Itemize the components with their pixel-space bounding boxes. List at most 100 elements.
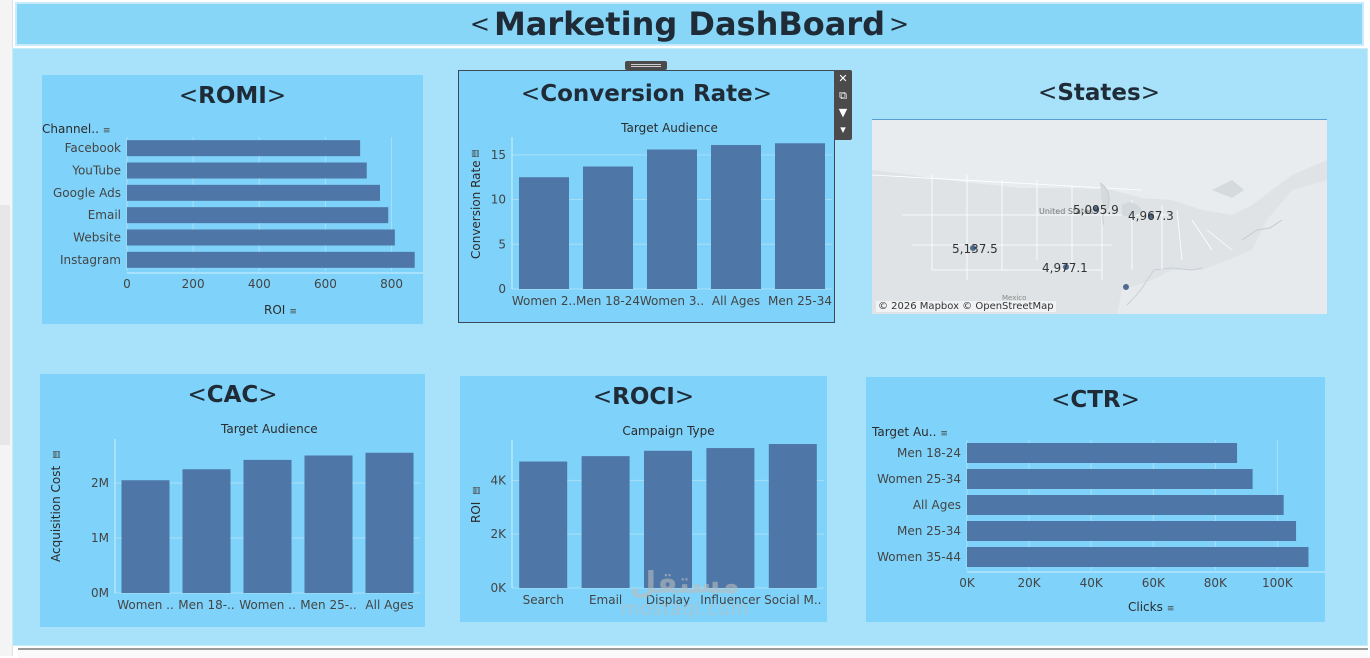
x-tick-label: 20K	[1018, 576, 1042, 590]
filter-icon[interactable]: ▼	[838, 106, 848, 119]
cac-panel[interactable]: <CAC> Target Audience Acquisition Cost ▥…	[40, 374, 425, 627]
conversion-panel[interactable]: <Conversion Rate> Target Audience Conver…	[458, 70, 835, 323]
move-handle[interactable]	[625, 61, 667, 70]
bar[interactable]	[127, 140, 361, 157]
category-label: Website	[73, 231, 121, 245]
category-label: Google Ads	[53, 186, 121, 200]
bar[interactable]	[365, 452, 414, 593]
watermark-logo: مستقل mostaql.com	[620, 566, 750, 621]
category-label: Display	[646, 593, 690, 607]
map-credit[interactable]: © 2026 Mapbox © OpenStreetMap	[876, 301, 1056, 312]
map-point-5[interactable]	[1123, 284, 1129, 290]
bar[interactable]	[644, 450, 692, 588]
roci-chart: 0K 2K 4K Search Email Display Influencer Social…	[490, 440, 824, 607]
map-point-2[interactable]	[1093, 206, 1099, 212]
bar[interactable]	[127, 229, 395, 246]
bar[interactable]	[967, 443, 1238, 463]
x-tick-label: 80K	[1204, 576, 1228, 590]
bar[interactable]	[127, 162, 367, 179]
bar[interactable]	[583, 166, 633, 289]
category-label: Facebook	[65, 141, 121, 155]
bar[interactable]	[243, 459, 292, 593]
y-tick-label: 0	[498, 282, 506, 296]
map-point-3[interactable]	[1148, 213, 1154, 219]
bar[interactable]	[581, 456, 630, 588]
sort-icon[interactable]: ≡	[940, 429, 948, 439]
bar[interactable]	[711, 145, 761, 289]
bar[interactable]	[127, 251, 415, 268]
close-icon[interactable]: ✕	[838, 72, 848, 85]
ctr-row-header[interactable]: Target Au.. ≡	[872, 425, 948, 439]
conversion-header: Target Audience	[621, 121, 718, 135]
bar[interactable]	[967, 495, 1284, 515]
ctr-panel[interactable]: <CTR> Target Au.. ≡ 0K 20K 40K 60K 80K 100K Men…	[866, 377, 1325, 622]
category-label: Women 2..	[512, 294, 576, 308]
sort-icon[interactable]: ≡	[289, 307, 297, 317]
bar[interactable]	[127, 207, 389, 224]
roci-title: <ROCI>	[592, 384, 695, 410]
cac-sort-icon[interactable]: ▥	[52, 450, 61, 460]
y-tick-label: 1M	[91, 531, 109, 545]
bar[interactable]	[967, 547, 1309, 567]
category-label: Men 25-34	[768, 294, 832, 308]
category-label: Men 18-24	[576, 294, 640, 308]
category-label: Men 18-..	[178, 598, 234, 612]
dashboard-title: Marketing DashBoard	[493, 5, 886, 43]
map-point-1[interactable]	[970, 245, 976, 251]
category-label: Women 35-44	[877, 550, 961, 564]
bar[interactable]	[775, 143, 825, 289]
bar[interactable]	[519, 177, 569, 289]
cac-header: Target Audience	[221, 422, 318, 436]
x-tick-label: 400	[248, 277, 271, 291]
conversion-sort-icon[interactable]: ▥	[471, 149, 480, 159]
map-svg: United States Mexico 5,137.5 5,095.9 4,9…	[872, 120, 1327, 314]
bar[interactable]	[967, 521, 1297, 541]
romi-row-header[interactable]: Channel.. ≡	[42, 122, 111, 136]
ctr-axis-title: Clicks ≡	[1128, 600, 1175, 614]
bottom-bar	[18, 648, 1368, 658]
bar[interactable]	[127, 184, 380, 201]
category-label: Men 25-34	[897, 524, 961, 538]
category-label: Email	[88, 208, 121, 222]
y-tick-label: 0K	[490, 581, 507, 595]
category-label: Social M..	[764, 593, 821, 607]
romi-panel[interactable]: <ROMI> Channel.. ≡ 0 200 400 600 800 Facebook Y…	[42, 75, 423, 324]
title-bracket-left: <	[469, 10, 490, 38]
category-label: Women ..	[117, 598, 174, 612]
cac-title: <CAC>	[187, 382, 278, 408]
svg-text:Mexico: Mexico	[1002, 294, 1026, 302]
x-tick-label: 0K	[959, 576, 976, 590]
category-label: Women ..	[239, 598, 296, 612]
roci-sort-icon[interactable]: ▥	[472, 486, 481, 496]
sort-icon[interactable]: ≡	[1166, 604, 1175, 614]
x-tick-label: 0	[123, 277, 131, 291]
bar[interactable]	[768, 444, 817, 588]
ctr-title: <CTR>	[1051, 387, 1140, 413]
map-point-2-label: 5,095.9	[1073, 203, 1119, 217]
x-tick-label: 200	[182, 277, 205, 291]
category-label: Women 25-34	[877, 472, 961, 486]
roci-panel[interactable]: <ROCI> Campaign Type ROI ▥ 0K 2K 4K Search E…	[460, 376, 827, 622]
states-map[interactable]: United States Mexico 5,137.5 5,095.9 4,9…	[872, 119, 1327, 314]
sort-icon[interactable]: ≡	[102, 126, 111, 136]
map-point-4-label: 4,977.1	[1042, 261, 1088, 275]
title-bracket-right: >	[889, 10, 910, 38]
map-point-4[interactable]	[1063, 264, 1069, 270]
bar[interactable]	[519, 461, 568, 588]
bar[interactable]	[182, 469, 231, 593]
bar[interactable]	[121, 480, 170, 593]
map-point-3-label: 4,967.3	[1128, 209, 1174, 223]
bar[interactable]	[647, 149, 697, 289]
bar[interactable]	[304, 455, 353, 594]
left-edge-block	[0, 205, 10, 445]
bar[interactable]	[967, 469, 1253, 489]
ctr-chart: 0K 20K 40K 60K 80K 100K Men 18-24 Women 25-34 Al…	[877, 440, 1325, 590]
x-tick-label: 600	[314, 277, 337, 291]
open-icon[interactable]: ⧉	[839, 88, 847, 102]
y-tick-label: 10	[491, 193, 506, 207]
y-tick-label: 5	[498, 237, 506, 251]
bar[interactable]	[706, 448, 755, 588]
category-label: Men 25-..	[300, 598, 356, 612]
more-options-icon[interactable]: ▾	[840, 123, 846, 136]
y-tick-label: 15	[491, 148, 506, 162]
